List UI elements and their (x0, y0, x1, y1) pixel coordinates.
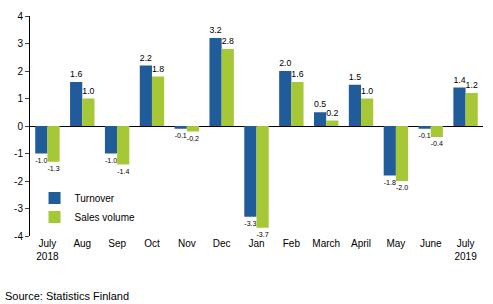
svg-text:Sales volume: Sales volume (75, 212, 135, 223)
svg-text:-3: -3 (14, 203, 23, 214)
svg-text:1.0: 1.0 (82, 86, 94, 96)
svg-text:Dec: Dec (213, 238, 231, 249)
svg-text:1.2: 1.2 (466, 80, 478, 90)
svg-text:0.5: 0.5 (314, 99, 326, 109)
svg-text:2.8: 2.8 (222, 36, 234, 46)
svg-text:July2019: July2019 (454, 238, 477, 262)
svg-text:2.2: 2.2 (140, 53, 152, 63)
svg-text:June: June (420, 238, 442, 249)
svg-text:July2018: July2018 (36, 238, 59, 262)
svg-text:-1.8: -1.8 (384, 179, 396, 186)
svg-text:3.2: 3.2 (209, 25, 221, 35)
svg-text:1.6: 1.6 (291, 69, 303, 79)
svg-text:-0.1: -0.1 (175, 132, 187, 139)
svg-text:1.0: 1.0 (361, 86, 373, 96)
svg-text:4: 4 (17, 11, 23, 22)
svg-text:-0.4: -0.4 (431, 140, 443, 147)
svg-text:-0.1: -0.1 (419, 132, 431, 139)
svg-text:April: April (351, 238, 371, 249)
svg-text:May: May (386, 238, 405, 249)
svg-text:Source: Statistics Finland: Source: Statistics Finland (5, 290, 129, 302)
svg-text:Aug: Aug (73, 238, 91, 249)
svg-text:-3.3: -3.3 (244, 220, 256, 227)
svg-text:0: 0 (17, 121, 23, 132)
svg-text:-1.4: -1.4 (117, 168, 129, 175)
svg-text:1.6: 1.6 (70, 69, 82, 79)
svg-text:-1.0: -1.0 (105, 157, 117, 164)
svg-text:-3.7: -3.7 (257, 231, 269, 238)
svg-text:-1: -1 (14, 148, 23, 159)
svg-text:Feb: Feb (283, 238, 301, 249)
svg-text:-2: -2 (14, 176, 23, 187)
svg-text:1.5: 1.5 (349, 72, 361, 82)
svg-text:2.0: 2.0 (279, 58, 291, 68)
svg-text:Jan: Jan (248, 238, 264, 249)
svg-text:0.2: 0.2 (326, 108, 338, 118)
svg-text:-0.2: -0.2 (187, 135, 199, 142)
svg-text:Sep: Sep (108, 238, 126, 249)
svg-text:-2.0: -2.0 (396, 184, 408, 191)
svg-text:2: 2 (17, 66, 23, 77)
svg-text:1.4: 1.4 (453, 75, 465, 85)
svg-text:Nov: Nov (178, 238, 196, 249)
svg-text:-4: -4 (14, 231, 23, 242)
svg-text:-1.3: -1.3 (47, 165, 59, 172)
svg-text:Turnover: Turnover (75, 193, 115, 204)
svg-text:Oct: Oct (144, 238, 160, 249)
svg-text:1: 1 (17, 93, 23, 104)
svg-text:March: March (312, 238, 340, 249)
svg-text:3: 3 (17, 38, 23, 49)
svg-text:-1.0: -1.0 (35, 157, 47, 164)
svg-text:1.8: 1.8 (152, 64, 164, 74)
